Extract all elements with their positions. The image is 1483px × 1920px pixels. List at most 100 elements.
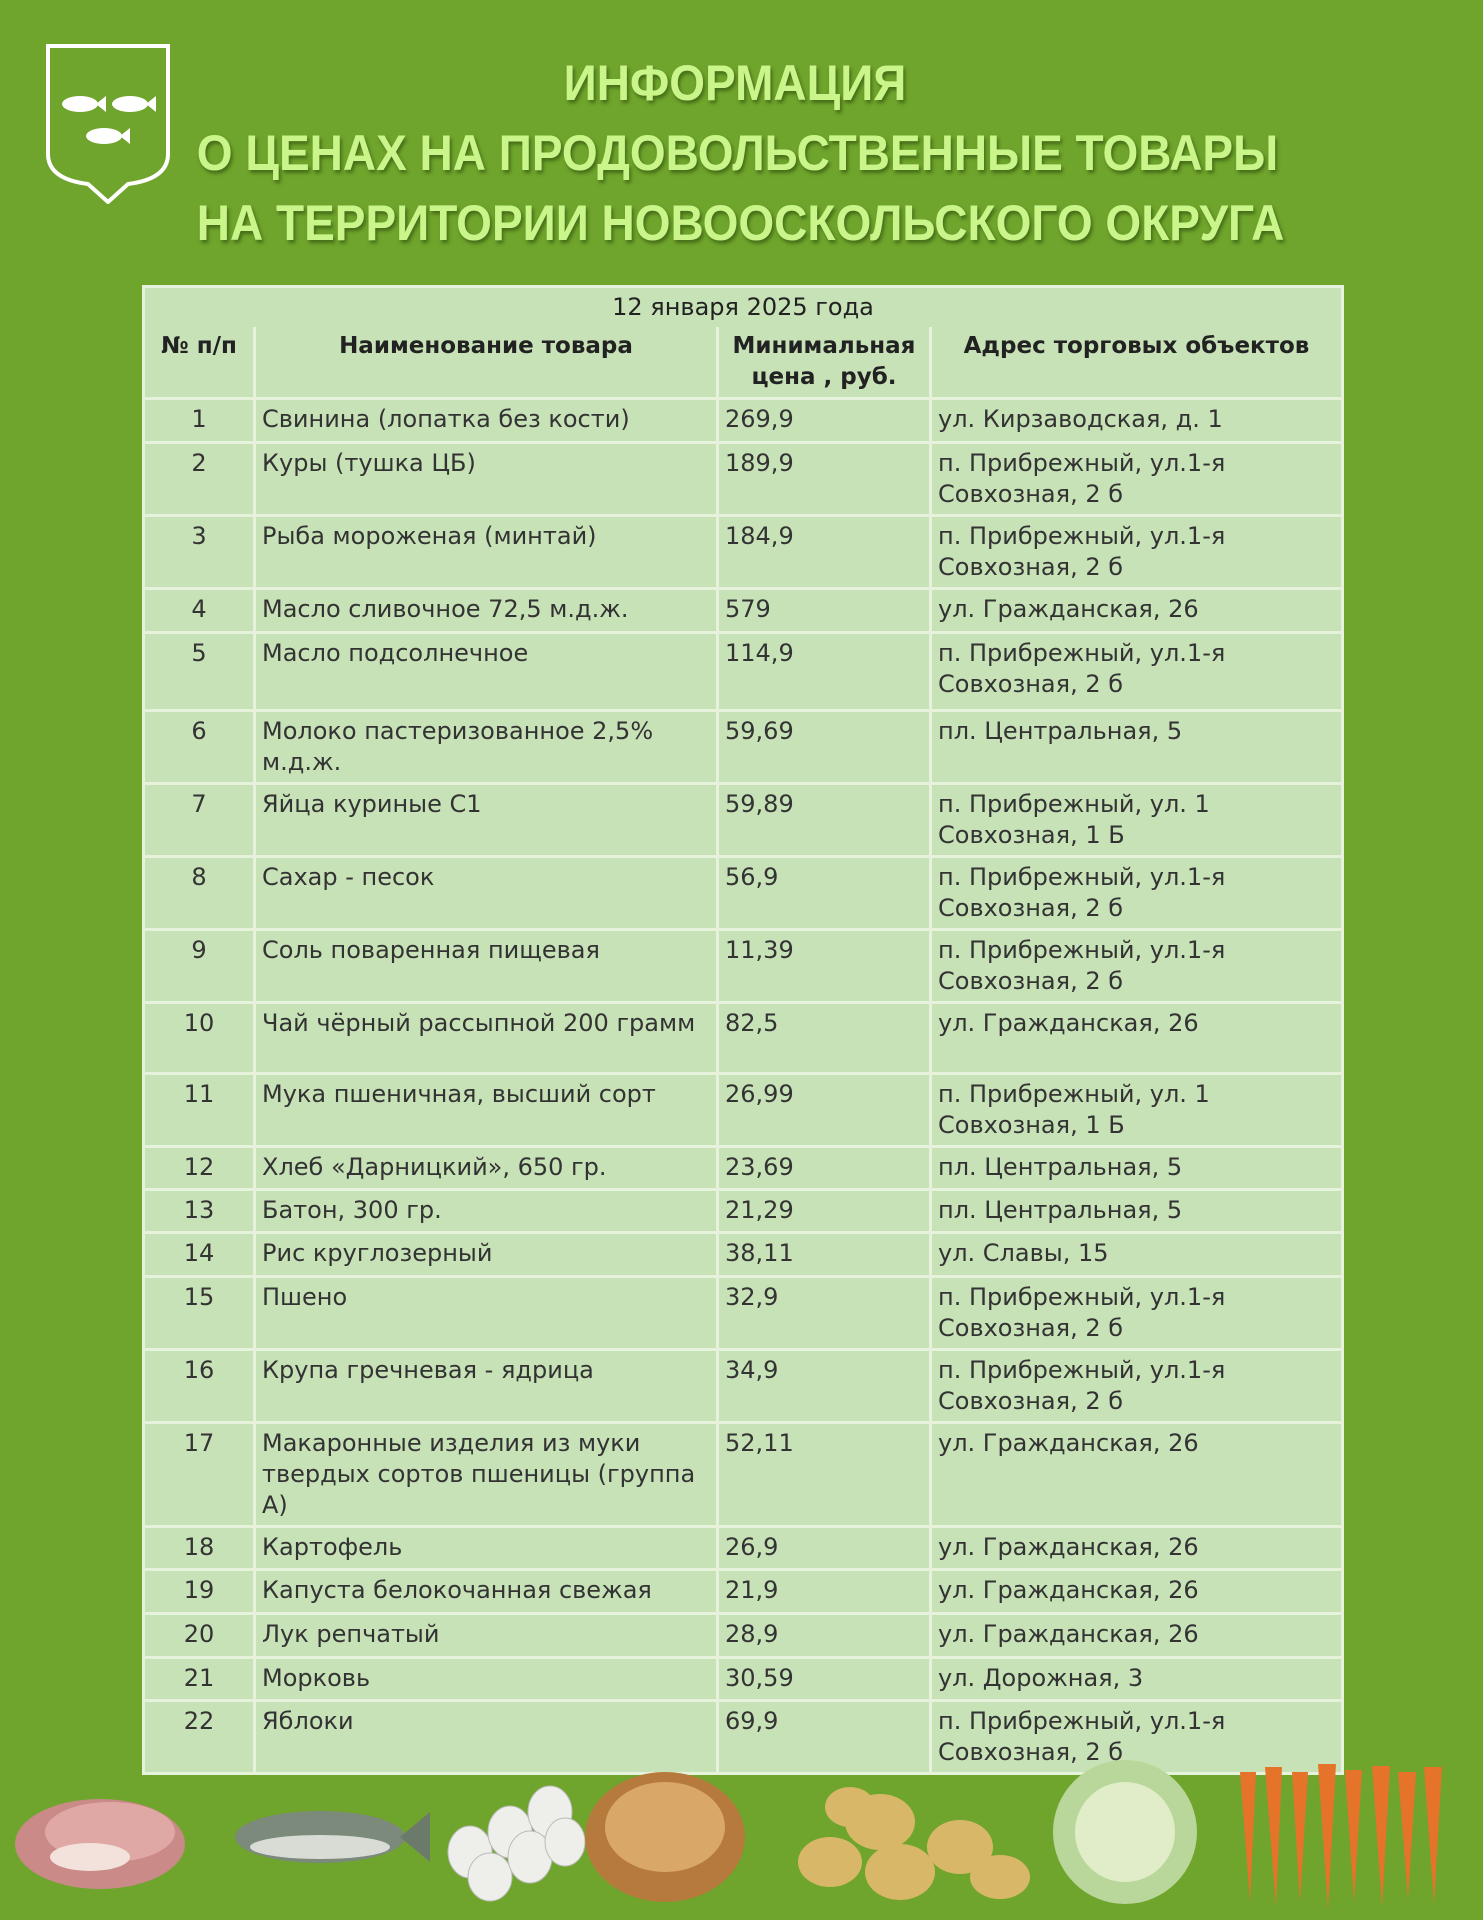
- row-number: 10: [142, 1001, 256, 1075]
- row-number: 14: [142, 1231, 256, 1278]
- column-header: № п/п: [142, 327, 256, 400]
- store-address: ул. Гражданская, 26: [929, 587, 1344, 634]
- row-number: 16: [142, 1348, 256, 1424]
- row-number: 22: [142, 1699, 256, 1775]
- product-name: Картофель: [253, 1525, 719, 1571]
- min-price: 52,11: [716, 1421, 932, 1528]
- potatoes-image: [798, 1787, 1030, 1900]
- product-name: Капуста белокочанная свежая: [253, 1568, 719, 1615]
- min-price: 26,9: [716, 1525, 932, 1571]
- min-price: 56,9: [716, 855, 932, 931]
- min-price: 11,39: [716, 928, 932, 1004]
- min-price: 184,9: [716, 514, 932, 590]
- product-name: Сахар - песок: [253, 855, 719, 931]
- store-address: ул. Гражданская, 26: [929, 1612, 1344, 1659]
- product-name: Свинина (лопатка без кости): [253, 397, 719, 444]
- store-address: п. Прибрежный, ул.1-я Совхозная, 2 б: [929, 631, 1344, 712]
- product-name: Куры (тушка ЦБ): [253, 441, 719, 517]
- min-price: 30,59: [716, 1656, 932, 1702]
- store-address: п. Прибрежный, ул.1-я Совхозная, 2 б: [929, 441, 1344, 517]
- eggs-image: [447, 1785, 586, 1902]
- table-row: 14 Рис круглозерный 38,11 ул. Славы, 15: [142, 1231, 1344, 1278]
- row-number: 2: [142, 441, 256, 517]
- food-images: [15, 1760, 1442, 1910]
- store-address: ул. Гражданская, 26: [929, 1525, 1344, 1571]
- min-price: 579: [716, 587, 932, 634]
- row-number: 13: [142, 1188, 256, 1234]
- min-price: 269,9: [716, 397, 932, 444]
- product-name: Пшено: [253, 1275, 719, 1351]
- table-row: 4 Масло сливочное 72,5 м.д.ж. 579 ул. Гражд…: [142, 587, 1344, 634]
- min-price: 38,11: [716, 1231, 932, 1278]
- table-row: 2 Куры (тушка ЦБ) 189,9 п. Прибрежный, ул.1…: [142, 441, 1344, 517]
- row-number: 12: [142, 1145, 256, 1191]
- product-name: Масло сливочное 72,5 м.д.ж.: [253, 587, 719, 634]
- row-number: 11: [142, 1072, 256, 1148]
- title-line: НА ТЕРРИТОРИИ НОВООСКОЛЬСКОГО ОКРУГА: [196, 195, 1285, 251]
- table-row: 20 Лук репчатый 28,9 ул. Гражданская, 26: [142, 1612, 1344, 1659]
- min-price: 28,9: [716, 1612, 932, 1659]
- table-row: 6 Молоко пастеризованное 2,5% м.д.ж. 59,69…: [142, 709, 1344, 785]
- column-header: Минимальная цена , руб.: [716, 327, 932, 400]
- store-address: ул. Гражданская, 26: [929, 1568, 1344, 1615]
- row-number: 18: [142, 1525, 256, 1571]
- row-number: 19: [142, 1568, 256, 1615]
- coat-of-arms-logo: [46, 44, 170, 204]
- row-number: 5: [142, 631, 256, 712]
- product-name: Батон, 300 гр.: [253, 1188, 719, 1234]
- column-header: Адрес торговых объектов: [929, 327, 1344, 400]
- row-number: 6: [142, 709, 256, 785]
- title-line: ИНФОРМАЦИЯ: [563, 55, 907, 111]
- product-name: Хлеб «Дарницкий», 650 гр.: [253, 1145, 719, 1191]
- min-price: 21,9: [716, 1568, 932, 1615]
- table-row: 5 Масло подсолнечное 114,9 п. Прибрежный, у…: [142, 631, 1344, 712]
- store-address: ул. Гражданская, 26: [929, 1001, 1344, 1075]
- store-address: ул. Гражданская, 26: [929, 1421, 1344, 1528]
- store-address: ул. Славы, 15: [929, 1231, 1344, 1278]
- table-row: 3 Рыба мороженая (минтай) 184,9 п. Прибрежн…: [142, 514, 1344, 590]
- product-name: Крупа гречневая - ядрица: [253, 1348, 719, 1424]
- table-row: 7 Яйца куриные С1 59,89 п. Прибрежный, ул. …: [142, 782, 1344, 858]
- min-price: 26,99: [716, 1072, 932, 1148]
- table-body: 1 Свинина (лопатка без кости) 269,9 ул. Кир…: [142, 397, 1344, 1775]
- product-name: Яблоки: [253, 1699, 719, 1775]
- table-row: 19 Капуста белокочанная свежая 21,9 ул. Гра…: [142, 1568, 1344, 1615]
- row-number: 8: [142, 855, 256, 931]
- product-name: Чай чёрный рассыпной 200 грамм: [253, 1001, 719, 1075]
- store-address: пл. Центральная, 5: [929, 1188, 1344, 1234]
- row-number: 15: [142, 1275, 256, 1351]
- min-price: 21,29: [716, 1188, 932, 1234]
- table-row: 15 Пшено 32,9 п. Прибрежный, ул.1-я Совхозн…: [142, 1275, 1344, 1351]
- product-name: Яйца куриные С1: [253, 782, 719, 858]
- store-address: п. Прибрежный, ул. 1 Совхозная, 1 Б: [929, 782, 1344, 858]
- table-row: 11 Мука пшеничная, высший сорт 26,99 п. При…: [142, 1072, 1344, 1148]
- product-name: Мука пшеничная, высший сорт: [253, 1072, 719, 1148]
- table-row: 10 Чай чёрный рассыпной 200 грамм 82,5 ул. …: [142, 1001, 1344, 1075]
- bread-image: [585, 1772, 745, 1902]
- store-address: п. Прибрежный, ул.1-я Совхозная, 2 б: [929, 514, 1344, 590]
- page-title: ИНФОРМАЦИЯ О ЦЕНАХ НА ПРОДОВОЛЬСТВЕННЫЕ …: [196, 48, 1285, 258]
- product-name: Макаронные изделия из муки твердых сорто…: [253, 1421, 719, 1528]
- store-address: п. Прибрежный, ул.1-я Совхозная, 2 б: [929, 1348, 1344, 1424]
- store-address: ул. Кирзаводская, д. 1: [929, 397, 1344, 444]
- min-price: 34,9: [716, 1348, 932, 1424]
- table-row: 17 Макаронные изделия из муки твердых сор…: [142, 1421, 1344, 1528]
- table-date: 12 января 2025 года: [142, 285, 1344, 327]
- cabbage-image: [1053, 1760, 1197, 1904]
- fish-image: [235, 1811, 430, 1863]
- product-name: Морковь: [253, 1656, 719, 1702]
- min-price: 32,9: [716, 1275, 932, 1351]
- product-name: Соль поваренная пищевая: [253, 928, 719, 1004]
- meat-image: [15, 1799, 185, 1889]
- store-address: пл. Центральная, 5: [929, 1145, 1344, 1191]
- price-table: 12 января 2025 года № п/п Наименование т…: [142, 285, 1344, 1775]
- product-name: Рыба мороженая (минтай): [253, 514, 719, 590]
- table-row: 8 Сахар - песок 56,9 п. Прибрежный, ул.1-я …: [142, 855, 1344, 931]
- min-price: 59,69: [716, 709, 932, 785]
- row-number: 20: [142, 1612, 256, 1659]
- row-number: 3: [142, 514, 256, 590]
- min-price: 59,89: [716, 782, 932, 858]
- row-number: 21: [142, 1656, 256, 1702]
- title-line: О ЦЕНАХ НА ПРОДОВОЛЬСТВЕННЫЕ ТОВАРЫ: [196, 125, 1279, 181]
- product-name: Рис круглозерный: [253, 1231, 719, 1278]
